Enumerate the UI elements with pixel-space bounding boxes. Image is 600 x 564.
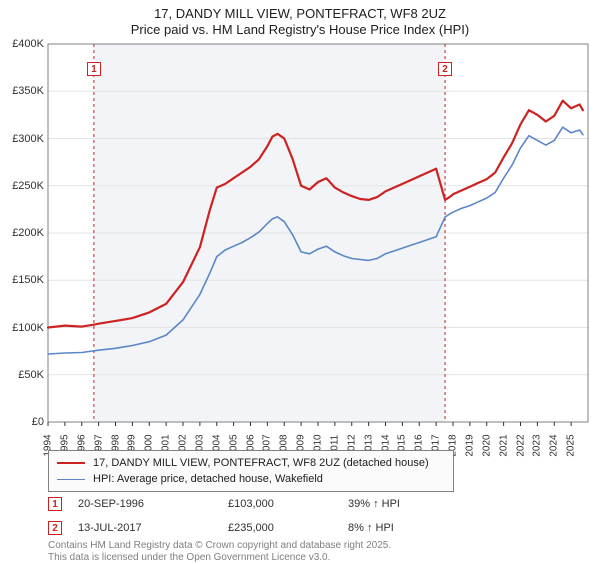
transaction-marker-1: 1 xyxy=(87,62,101,76)
transactions-table: 1 20-SEP-1996£103,00039% ↑ HPI 2 13-JUL-201… xyxy=(48,492,468,540)
x-tick-label: 2019 xyxy=(464,431,475,461)
y-tick-label: £350K xyxy=(12,85,44,97)
transaction-row-marker: 2 xyxy=(48,521,62,535)
x-tick-label: 2025 xyxy=(566,431,577,461)
legend-label: 17, DANDY MILL VIEW, PONTEFRACT, WF8 2UZ… xyxy=(93,457,429,469)
footer-line-1: Contains HM Land Registry data © Crown c… xyxy=(48,540,391,552)
x-tick-label: 2020 xyxy=(481,431,492,461)
y-tick-label: £100K xyxy=(12,322,44,334)
legend-row: 17, DANDY MILL VIEW, PONTEFRACT, WF8 2UZ… xyxy=(57,455,445,471)
transaction-marker-2: 2 xyxy=(438,62,452,76)
legend-swatch xyxy=(57,462,85,464)
legend-label: HPI: Average price, detached house, Wake… xyxy=(93,473,323,485)
y-tick-label: £400K xyxy=(12,38,44,50)
y-tick-label: £250K xyxy=(12,180,44,192)
transaction-row-marker: 1 xyxy=(48,497,62,511)
transaction-price: £103,000 xyxy=(228,498,348,510)
transaction-date: 13-JUL-2017 xyxy=(78,522,228,534)
legend-row: HPI: Average price, detached house, Wake… xyxy=(57,471,445,487)
legend-swatch xyxy=(57,479,85,480)
transaction-delta: 8% ↑ HPI xyxy=(348,522,468,534)
transaction-price: £235,000 xyxy=(228,522,348,534)
y-tick-label: £0 xyxy=(32,416,44,428)
footer-attribution: Contains HM Land Registry data © Crown c… xyxy=(48,540,391,564)
y-tick-label: £150K xyxy=(12,274,44,286)
x-tick-label: 2023 xyxy=(532,431,543,461)
transaction-row: 1 20-SEP-1996£103,00039% ↑ HPI xyxy=(48,492,468,516)
y-tick-label: £50K xyxy=(18,369,44,381)
x-tick-label: 2021 xyxy=(498,431,509,461)
legend-box: 17, DANDY MILL VIEW, PONTEFRACT, WF8 2UZ… xyxy=(48,450,454,492)
y-tick-label: £200K xyxy=(12,227,44,239)
footer-line-2: This data is licensed under the Open Gov… xyxy=(48,552,391,564)
x-tick-label: 2022 xyxy=(515,431,526,461)
x-tick-label: 2024 xyxy=(549,431,560,461)
price-vs-hpi-chart: 17, DANDY MILL VIEW, PONTEFRACT, WF8 2UZ… xyxy=(0,0,600,560)
transaction-date: 20-SEP-1996 xyxy=(78,498,228,510)
transaction-row: 2 13-JUL-2017£235,0008% ↑ HPI xyxy=(48,516,468,540)
transaction-delta: 39% ↑ HPI xyxy=(348,498,468,510)
y-tick-label: £300K xyxy=(12,133,44,145)
